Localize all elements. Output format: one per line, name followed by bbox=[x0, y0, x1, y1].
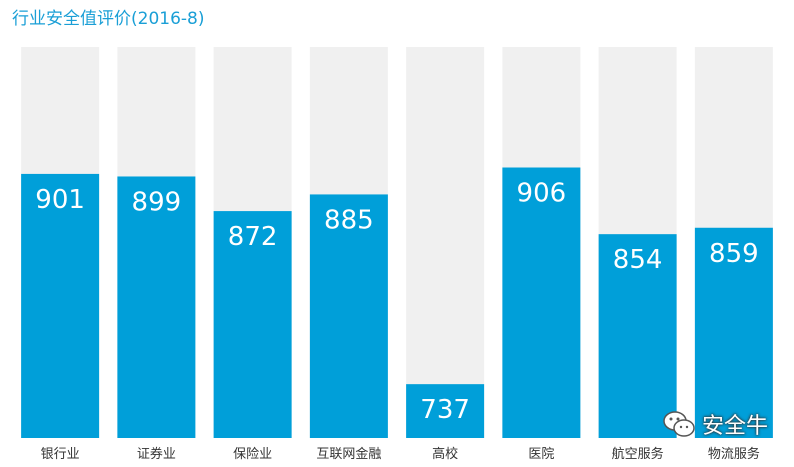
bar-value-label: 737 bbox=[420, 395, 470, 425]
bar bbox=[598, 234, 677, 438]
category-label: 物流服务 bbox=[708, 446, 760, 462]
category-label: 航空服务 bbox=[612, 446, 664, 462]
category-label: 银行业 bbox=[41, 447, 80, 462]
bar-value-label: 901 bbox=[35, 185, 85, 215]
category-label: 互联网金融 bbox=[316, 446, 381, 462]
bar-track bbox=[406, 47, 485, 438]
bar-value-label: 899 bbox=[132, 187, 182, 217]
bar bbox=[309, 194, 388, 438]
category-label: 保险业 bbox=[233, 447, 272, 462]
bar-value-label: 854 bbox=[613, 245, 663, 275]
bar bbox=[117, 176, 196, 438]
bar bbox=[213, 211, 292, 438]
bar-value-label: 859 bbox=[709, 239, 759, 269]
bar-value-label: 906 bbox=[517, 179, 567, 209]
bar bbox=[502, 167, 581, 438]
category-label: 高校 bbox=[432, 446, 458, 462]
category-label: 证券业 bbox=[137, 446, 176, 462]
bar-value-label: 872 bbox=[228, 222, 278, 252]
bar bbox=[406, 384, 485, 438]
bar-value-label: 885 bbox=[324, 205, 374, 235]
bar bbox=[694, 227, 773, 438]
chart-title: 行业安全值评价(2016-8) bbox=[12, 9, 205, 29]
category-label: 医院 bbox=[528, 447, 554, 462]
bar bbox=[21, 173, 100, 439]
